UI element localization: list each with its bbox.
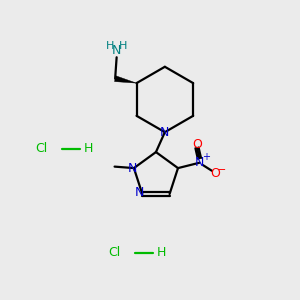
Text: Cl: Cl <box>108 246 121 259</box>
Text: N: N <box>112 44 121 57</box>
Text: −: − <box>217 165 226 175</box>
Text: H: H <box>157 246 166 259</box>
Text: N: N <box>135 186 144 199</box>
Text: N: N <box>195 156 204 169</box>
Text: H: H <box>119 41 128 51</box>
Text: H: H <box>83 142 93 155</box>
Text: N: N <box>128 162 137 175</box>
Polygon shape <box>115 76 136 83</box>
Text: +: + <box>202 152 210 162</box>
Text: O: O <box>192 138 202 151</box>
Text: H: H <box>106 41 114 51</box>
Text: Cl: Cl <box>35 142 48 155</box>
Text: O: O <box>210 167 220 180</box>
Text: N: N <box>160 126 170 139</box>
